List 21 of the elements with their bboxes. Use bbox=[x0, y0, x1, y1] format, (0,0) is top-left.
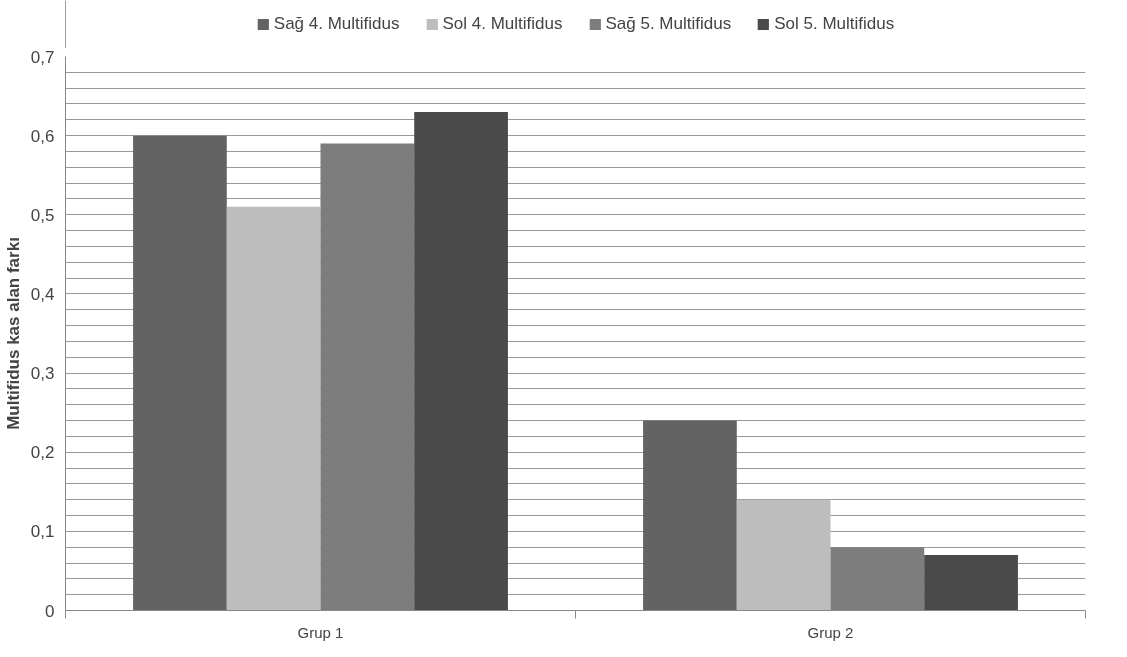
x-tick-label: Grup 2 bbox=[807, 623, 854, 641]
y-tick-label: 0,7 bbox=[30, 47, 55, 67]
y-tick-label: 0,6 bbox=[30, 126, 55, 146]
y-tick-label: 0,3 bbox=[30, 364, 55, 384]
bar bbox=[736, 499, 831, 611]
legend-label: Sağ 4. Multifidus bbox=[273, 14, 400, 34]
bar bbox=[924, 555, 1018, 611]
y-tick-label: 0 bbox=[45, 601, 55, 621]
bar bbox=[133, 135, 227, 611]
y-axis-title: Multifidus kas alan farkı bbox=[3, 237, 23, 430]
y-tick-label: 0,2 bbox=[30, 443, 55, 463]
legend-label: Sağ 5. Multifidus bbox=[605, 14, 732, 34]
y-tick-label: 0,1 bbox=[30, 522, 55, 542]
legend-label: Sol 4. Multifidus bbox=[442, 14, 563, 34]
y-tick-label: 0,4 bbox=[30, 284, 55, 304]
x-tick-label: Grup 1 bbox=[297, 623, 344, 641]
bar bbox=[643, 420, 737, 611]
legend-label: Sol 5. Multifidus bbox=[774, 14, 895, 34]
bar bbox=[414, 111, 508, 611]
y-tick-label: 0,5 bbox=[30, 205, 55, 225]
bar bbox=[226, 206, 321, 611]
